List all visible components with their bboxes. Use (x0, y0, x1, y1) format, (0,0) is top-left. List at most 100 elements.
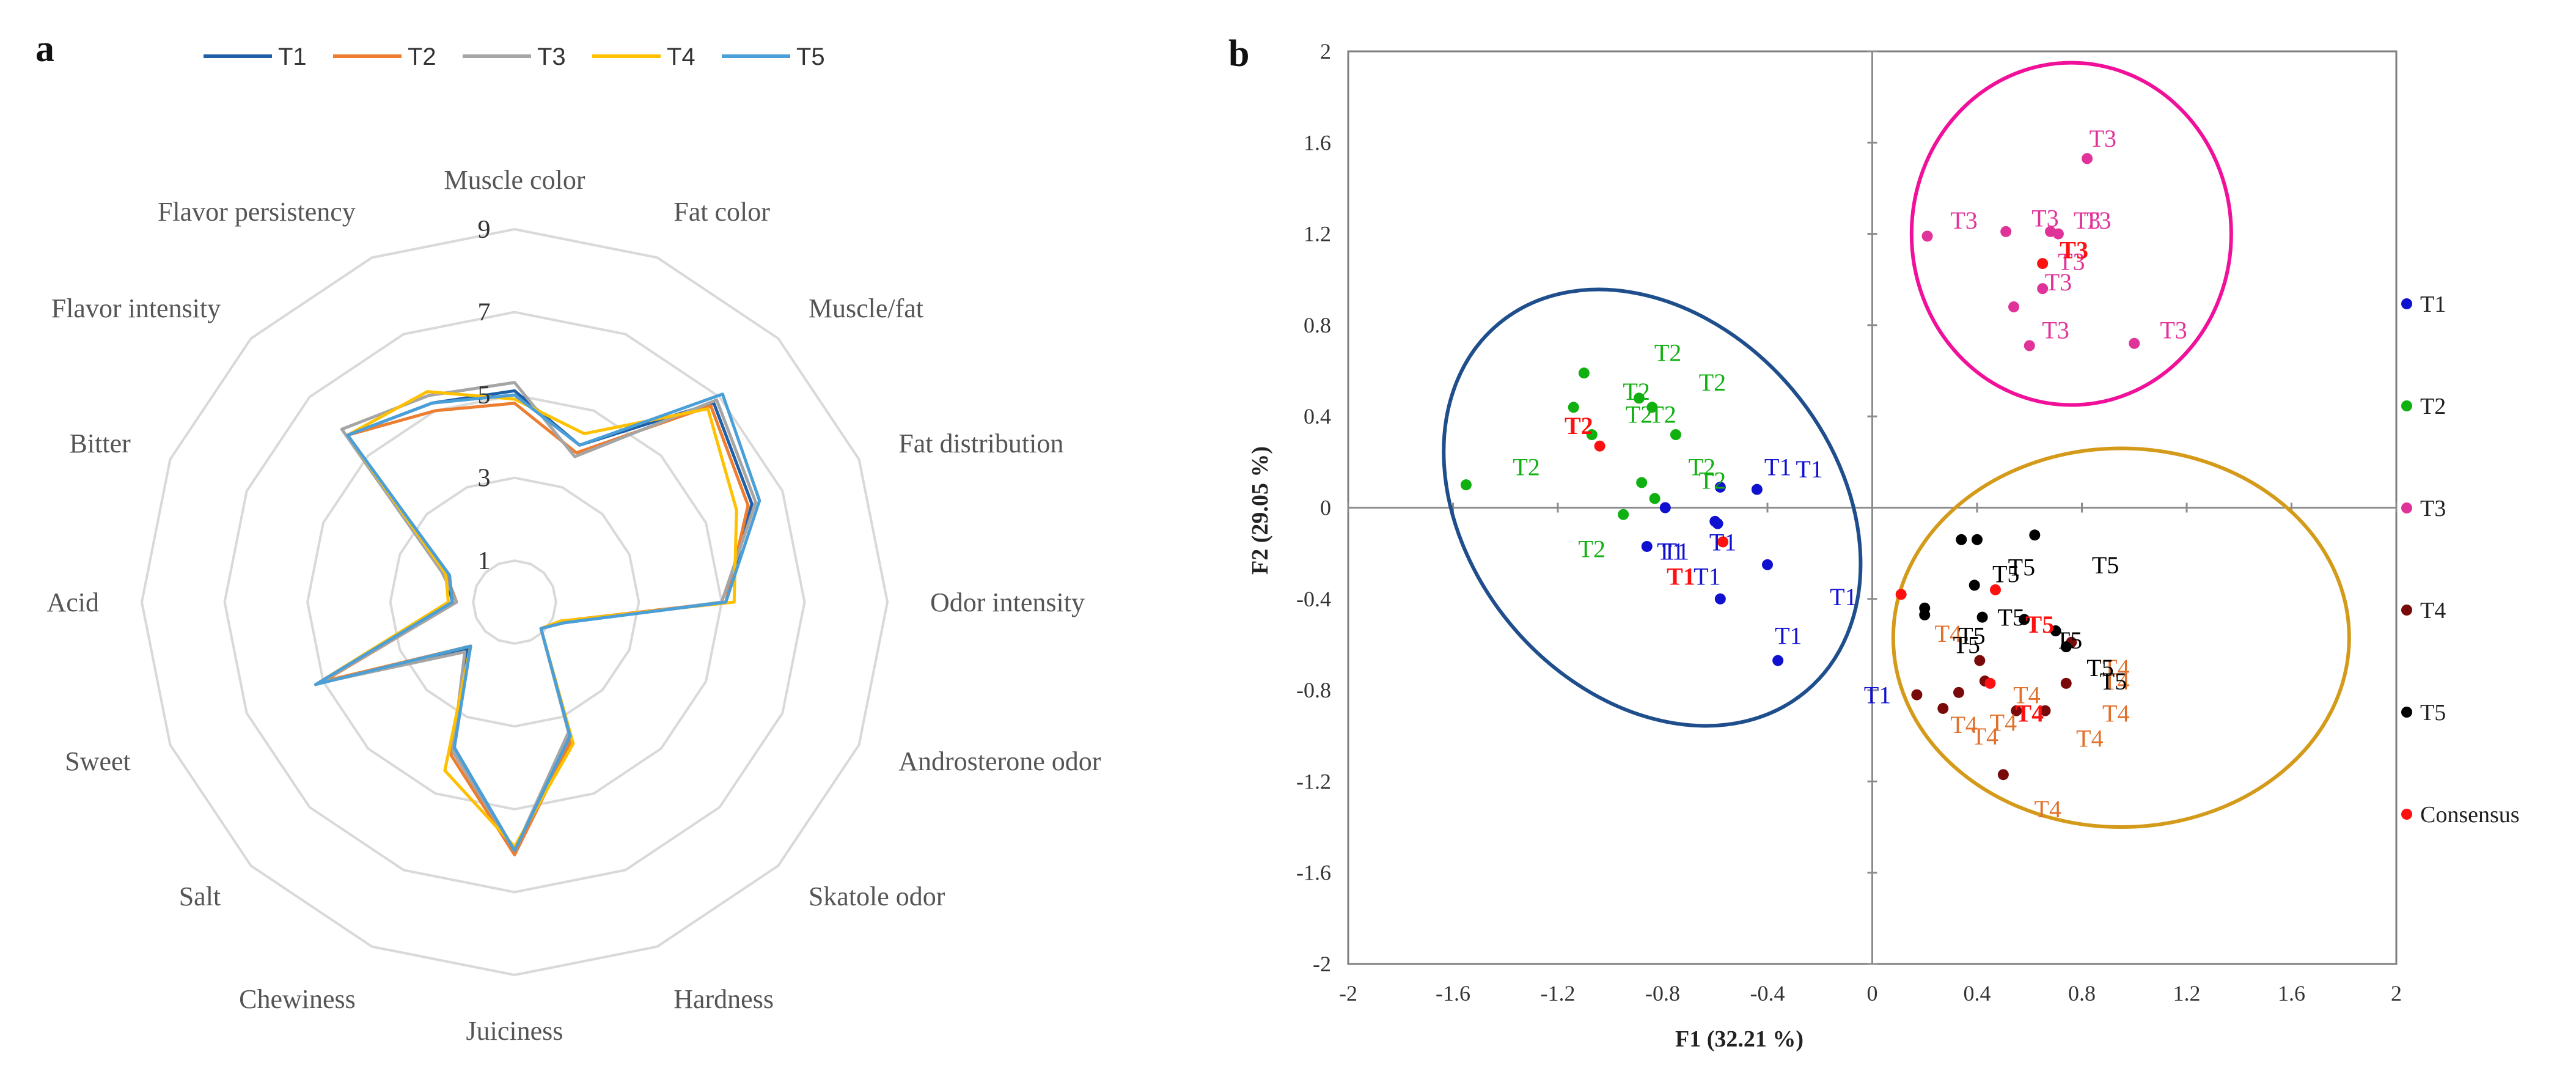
radar-legend: T1 T2 T3 T4 T5 (204, 43, 825, 70)
consensus-label: T1 (1667, 562, 1695, 590)
radar-axis-label: Odor intensity (930, 587, 1085, 617)
point-t1 (1714, 593, 1726, 605)
point-label: T1 (1764, 453, 1791, 480)
panel-a-letter: a (35, 28, 54, 70)
x-tick-label: -0.8 (1645, 981, 1680, 1006)
point-label: T2 (1699, 467, 1726, 495)
x-tick-label: -0.4 (1750, 981, 1785, 1006)
radar-axis-label: Hardness (673, 984, 774, 1014)
x-tick-label: -1.2 (1541, 981, 1576, 1006)
legend-label-t2: T2 (2420, 394, 2446, 419)
point-label: T3 (1950, 207, 1977, 234)
point-consensus (1990, 584, 2002, 595)
point-label: T2 (1699, 369, 1726, 396)
legend-marker-t1 (2401, 298, 2412, 309)
radar-grid-ring (223, 311, 806, 894)
radar-axis-label: Fat distribution (898, 428, 1063, 458)
y-tick-label: 1.2 (1304, 222, 1331, 246)
radar-tick-label: 5 (478, 381, 491, 410)
radar-tick-label: 9 (478, 216, 491, 244)
legend-marker-t3 (2401, 502, 2412, 513)
point-label: T4 (2035, 795, 2061, 823)
legend-label-t2: T2 (408, 43, 436, 70)
point-label: T2 (1654, 339, 1681, 367)
legend-marker-t4 (2401, 605, 2412, 616)
radar-axis-label: Salt (179, 881, 221, 911)
legend-marker-t2 (2401, 400, 2412, 411)
point-label: T2 (1579, 535, 1605, 563)
y-axis-title: F2 (29.05 %) (1247, 446, 1273, 575)
y-tick-label: 2 (1320, 39, 1331, 64)
y-tick-label: 0.4 (1304, 404, 1331, 428)
radar-tick-label: 1 (478, 547, 491, 575)
point-t1 (1709, 515, 1721, 527)
point-label: T1 (1775, 622, 1802, 650)
legend-label-t3: T3 (2420, 496, 2446, 521)
consensus-label: T5 (2026, 611, 2055, 638)
x-tick-label: 1.2 (2173, 981, 2201, 1006)
legend-label-t1: T1 (278, 43, 307, 70)
point-t3 (2037, 283, 2049, 295)
point-t2 (1586, 429, 1598, 441)
point-label: T2 (1623, 378, 1649, 405)
radar-axis-label: Flavor intensity (51, 293, 221, 323)
point-label: T3 (2090, 125, 2116, 152)
ellipse-T1-T2 (1442, 287, 1863, 728)
point-t5 (1976, 611, 1988, 623)
consensus-label: T2 (1565, 412, 1593, 440)
point-t3 (2129, 337, 2140, 349)
point-t2 (1636, 477, 1648, 488)
radar-axis-label: Bitter (70, 428, 131, 458)
point-t5 (1972, 534, 1983, 545)
point-label: T4 (2013, 682, 2040, 709)
point-consensus (1895, 589, 1907, 600)
point-t5 (2060, 641, 2072, 653)
x-tick-label: 0 (1867, 981, 1878, 1006)
y-tick-label: 0.8 (1304, 313, 1331, 337)
point-label: T4 (1935, 620, 1962, 647)
point-consensus (1594, 440, 1605, 452)
radar-axis-label: Fat color (673, 197, 770, 227)
legend-label-t1: T1 (2420, 292, 2446, 317)
point-t3 (2000, 226, 2012, 237)
point-t4 (1953, 686, 1964, 698)
legend-label-t5: T5 (2420, 700, 2446, 726)
point-consensus (1984, 677, 1996, 689)
pca-scatter-panel: b -2 -1.6 -1.2 -0.8 -0.4 0 0.4 0.8 1.2 1.6 2 -2 -1.6… (1228, 33, 2520, 1052)
scatter-axes: -2 -1.6 -1.2 -0.8 -0.4 0 0.4 0.8 1.2 1.6 2 -2 -1.6 -1… (1296, 39, 2402, 1006)
point-label: T1 (1796, 455, 1822, 483)
legend-label-consensus: Consensus (2420, 802, 2520, 828)
point-label: T2 (1689, 453, 1715, 480)
point-t4 (2011, 705, 2022, 716)
radar-axis-label: Acid (46, 587, 99, 617)
point-t1 (1714, 481, 1726, 493)
point-label: T5 (2086, 654, 2113, 682)
radar-axis-label: Muscle/fat (809, 293, 923, 323)
point-t3 (2008, 301, 2020, 313)
point-t3 (2024, 340, 2035, 351)
radar-tick-label: 3 (478, 465, 491, 493)
point-t5 (1969, 579, 1980, 591)
radar-series-t1 (318, 389, 754, 853)
point-label: T2 (1626, 400, 1653, 428)
point-label: T4 (2076, 724, 2103, 752)
point-t2 (1568, 402, 1579, 413)
point-label: T1 (1709, 528, 1736, 556)
point-t1 (1772, 655, 1784, 666)
radar-axis-labels: Muscle color Fat color Muscle/fat Fat distr… (46, 165, 1101, 1046)
point-label: T4 (2102, 668, 2129, 695)
x-tick-label: 0.8 (2068, 981, 2096, 1006)
point-t4 (1974, 655, 1986, 666)
consensus-label: T3 (2060, 237, 2088, 264)
ellipse-T3 (1909, 61, 2233, 407)
y-tick-label: -0.4 (1296, 587, 1331, 611)
point-t5 (2029, 529, 2041, 541)
radar-tick-label: 7 (478, 299, 491, 327)
y-tick-label: -1.2 (1296, 769, 1331, 793)
point-t1 (1751, 484, 1763, 495)
radar-series-t2 (321, 402, 750, 856)
point-label: T1 (1830, 583, 1857, 611)
radar-series (314, 381, 761, 856)
x-axis-title: F1 (32.21 %) (1675, 1026, 1804, 1052)
point-label: T3 (2031, 204, 2058, 232)
